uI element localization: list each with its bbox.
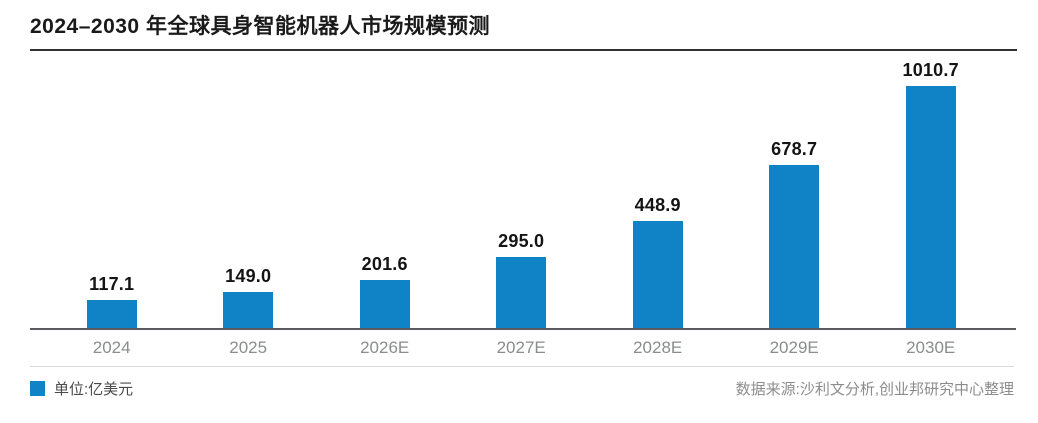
bar-value-label: 678.7 xyxy=(771,139,818,159)
bar-value-label: 1010.7 xyxy=(902,60,959,80)
bar-value-label: 149.0 xyxy=(225,266,272,286)
bar-group: 117.1 xyxy=(67,274,157,328)
bar-group: 1010.7 xyxy=(886,60,976,328)
bar xyxy=(769,165,820,328)
plot-area: 117.1 149.0 201.6 295.0 448.9 678.7 1010.7 xyxy=(30,51,1016,330)
bar-value-label: 201.6 xyxy=(361,254,408,274)
chart-footer: 单位:亿美元 数据来源:沙利文分析,创业邦研究中心整理 xyxy=(30,366,1014,399)
bar-group: 678.7 xyxy=(749,139,839,328)
x-axis-label: 2027E xyxy=(496,338,546,357)
bar-value-label: 295.0 xyxy=(498,231,545,251)
bar-value-label: 117.1 xyxy=(89,274,135,294)
bar-group: 201.6 xyxy=(340,254,430,328)
legend-label: 单位:亿美元 xyxy=(54,381,134,398)
x-axis-label: 2024 xyxy=(92,338,131,357)
x-axis-label: 2026E xyxy=(360,338,410,357)
legend: 单位:亿美元 xyxy=(30,378,133,399)
chart-title: 2024–2030 年全球具身智能机器人市场规模预测 xyxy=(30,15,490,38)
bar xyxy=(86,300,137,328)
x-axis-labels: 2024 2025 2026E 2027E 2028E 2029E 2030E xyxy=(30,330,1016,366)
bar xyxy=(905,86,956,328)
chart-header: 2024–2030 年全球具身智能机器人市场规模预测 xyxy=(30,13,1017,51)
bar-group: 448.9 xyxy=(613,195,703,328)
x-axis-label: 2029E xyxy=(769,338,819,357)
bar-value-label: 448.9 xyxy=(634,195,681,215)
legend-swatch-icon xyxy=(30,381,45,396)
bar-group: 149.0 xyxy=(203,266,293,328)
x-axis-label: 2030E xyxy=(906,338,956,357)
bar xyxy=(223,292,274,328)
bar xyxy=(359,280,410,328)
x-axis-label: 2028E xyxy=(633,338,683,357)
bar-group: 295.0 xyxy=(476,231,566,328)
bar xyxy=(496,257,547,328)
source-note: 数据来源:沙利文分析,创业邦研究中心整理 xyxy=(735,381,1014,398)
chart: 117.1 149.0 201.6 295.0 448.9 678.7 1010.7 202… xyxy=(30,51,1016,366)
bar xyxy=(632,221,683,328)
x-axis-label: 2025 xyxy=(229,338,268,357)
